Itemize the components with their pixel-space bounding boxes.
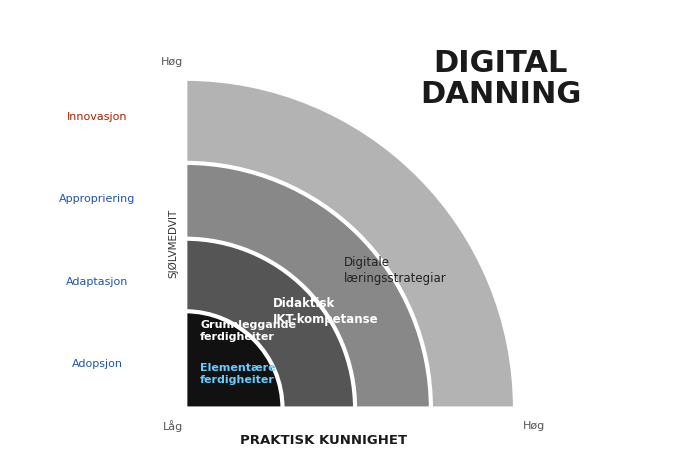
- Wedge shape: [185, 239, 355, 409]
- Text: DIGITAL: DIGITAL: [433, 49, 568, 78]
- Text: Innovasjon: Innovasjon: [67, 112, 127, 122]
- Text: Elementære
ferdigheiter: Elementære ferdigheiter: [200, 363, 276, 385]
- Text: Grunnleggande
ferdigheiter: Grunnleggande ferdigheiter: [200, 320, 296, 342]
- Text: Didaktisk
IKT-kompetanse: Didaktisk IKT-kompetanse: [272, 297, 378, 326]
- Text: SJØLVMEDVIT: SJØLVMEDVIT: [168, 209, 178, 278]
- Text: Høg: Høg: [161, 57, 183, 67]
- Wedge shape: [185, 311, 283, 409]
- Text: Adopsjon: Adopsjon: [72, 359, 123, 369]
- Wedge shape: [185, 79, 515, 409]
- Text: Appropriering: Appropriering: [59, 194, 136, 204]
- Text: Høg: Høg: [523, 420, 545, 431]
- Text: DANNING: DANNING: [420, 80, 581, 109]
- Text: Digitale
læringsstrategiar: Digitale læringsstrategiar: [343, 256, 446, 284]
- Text: Låg: Låg: [163, 420, 183, 432]
- Text: Adaptasjon: Adaptasjon: [66, 277, 129, 287]
- Wedge shape: [185, 163, 431, 409]
- Text: PRAKTISK KUNNIGHET: PRAKTISK KUNNIGHET: [240, 434, 407, 447]
